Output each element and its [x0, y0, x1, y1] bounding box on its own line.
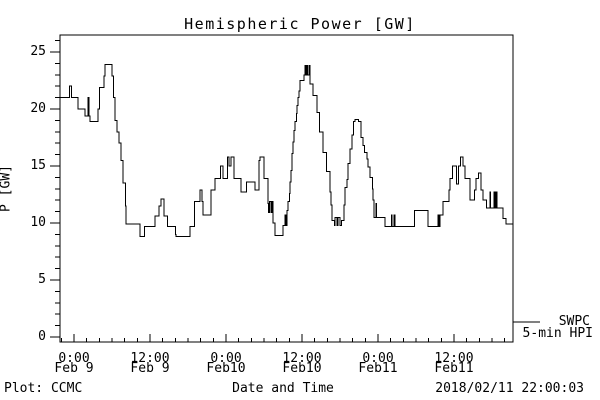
chart-title: Hemispheric Power [GW]: [184, 15, 416, 33]
x-tick-label: 12:00 Feb 9: [130, 351, 170, 376]
timestamp-label: 2018/02/11 22:00:03: [435, 381, 584, 396]
x-tick-label: 0:00 Feb 9: [54, 351, 94, 376]
plot-border: [59, 34, 514, 343]
x-tick-label: 0:00 Feb11: [358, 351, 398, 376]
y-tick-label: 15: [30, 158, 46, 173]
x-tick-label: 12:00 Feb11: [434, 351, 474, 376]
hpi-data-line: [60, 64, 513, 238]
y-tick-label: 20: [30, 101, 46, 116]
y-tick-label: 0: [38, 329, 46, 344]
legend-series-name: SWPC: [558, 314, 590, 329]
x-axis-title: Date and Time: [232, 381, 334, 396]
x-tick-label: 0:00 Feb10: [206, 351, 246, 376]
legend-series-desc: 5-min HPI: [522, 326, 593, 341]
y-tick-label: 25: [30, 44, 46, 59]
y-tick-label: 10: [30, 215, 46, 230]
x-tick-label: 12:00 Feb10: [282, 351, 322, 376]
y-tick-label: 5: [38, 272, 46, 287]
credit-label: Plot: CCMC: [4, 381, 83, 396]
